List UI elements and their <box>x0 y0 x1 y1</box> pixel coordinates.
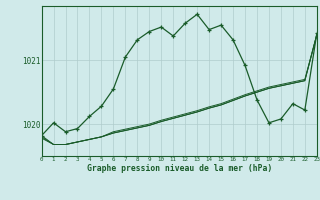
X-axis label: Graphe pression niveau de la mer (hPa): Graphe pression niveau de la mer (hPa) <box>87 164 272 173</box>
